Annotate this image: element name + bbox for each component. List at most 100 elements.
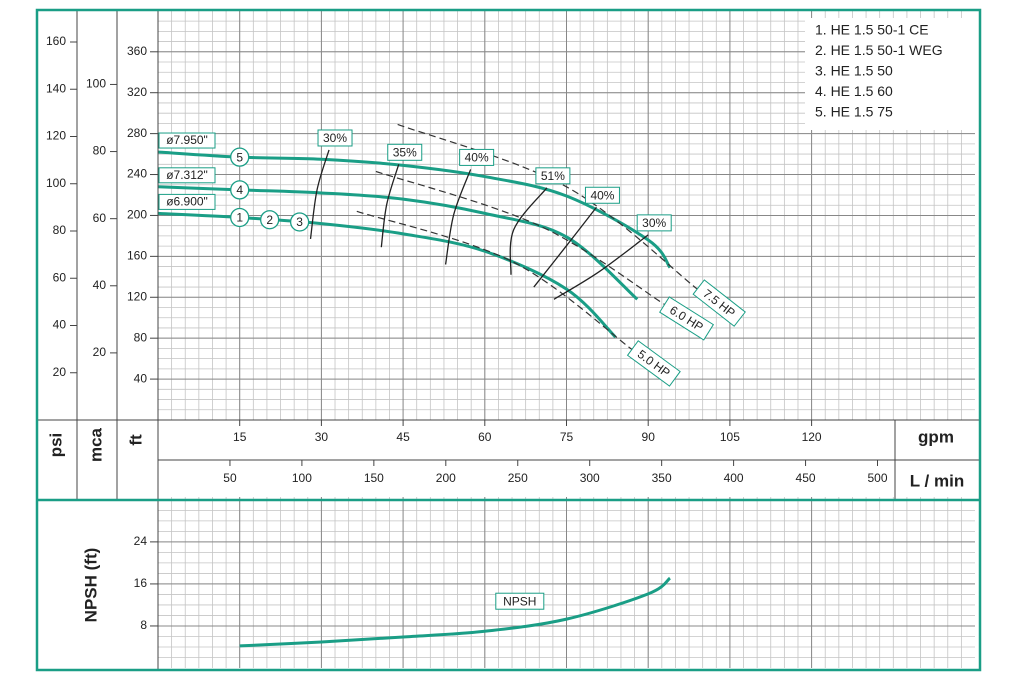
curve-marker — [230, 180, 250, 200]
curve-marker — [230, 207, 250, 228]
y-tick-label: 200 — [127, 208, 147, 222]
efficiency-label-box — [535, 167, 571, 185]
curve-label: NPSH — [503, 594, 536, 608]
axis-label: psi — [46, 433, 65, 458]
legend-item: 1. HE 1.5 50-1 CE — [815, 22, 929, 38]
y-tick-label: 320 — [127, 85, 147, 99]
x-tick-label: 300 — [580, 471, 600, 485]
curve-marker — [230, 147, 250, 167]
efficiency-label: 40% — [465, 151, 489, 165]
axis-label: L / min — [910, 471, 964, 490]
curve-marker-label: 1 — [236, 211, 243, 225]
x-tick-label: 60 — [478, 430, 492, 444]
power-label-box — [626, 340, 681, 387]
efficiency-curve — [444, 169, 472, 265]
y-tick-label: 120 — [127, 289, 147, 303]
efficiency-curve — [309, 149, 330, 240]
x-tick-label: 150 — [364, 471, 384, 485]
y-tick-label: 160 — [46, 34, 66, 48]
curve-marker-label: 2 — [266, 213, 273, 227]
legend-item: 2. HE 1.5 50-1 WEG — [815, 42, 943, 58]
power-line — [375, 170, 665, 305]
x-tick-label: 200 — [436, 471, 456, 485]
y-tick-label: 360 — [127, 44, 147, 58]
y-tick-label: 100 — [86, 77, 106, 91]
curve-label: ø7.312" — [166, 168, 208, 182]
power-line — [397, 123, 698, 290]
curve-label: ø6.900" — [166, 195, 208, 209]
efficiency-curve — [533, 206, 597, 288]
x-tick-label: 500 — [867, 471, 887, 485]
legend-item: 5. HE 1.5 75 — [815, 104, 893, 120]
y-tick-label: 280 — [127, 126, 147, 140]
curve — [239, 576, 671, 648]
curve-label-box — [495, 592, 545, 610]
efficiency-label: 51% — [541, 169, 565, 183]
y-tick-label: 80 — [134, 330, 148, 344]
efficiency-curve — [509, 187, 548, 275]
efficiency-label-box — [317, 129, 353, 147]
power-label-box — [659, 296, 715, 341]
x-tick-label: 450 — [796, 471, 816, 485]
power-label-box — [692, 279, 746, 327]
x-tick-label: 120 — [802, 430, 822, 444]
axis-label: mca — [86, 427, 105, 462]
axis-label: ft — [126, 434, 145, 446]
curve-marker-label: 5 — [236, 150, 243, 164]
y-tick-label: 160 — [127, 249, 147, 263]
y-tick-label: 40 — [53, 318, 67, 332]
efficiency-label: 30% — [642, 216, 666, 230]
y-tick-label: 240 — [127, 167, 147, 181]
efficiency-label: 40% — [590, 188, 614, 202]
efficiency-label: 35% — [393, 145, 417, 159]
y-tick-label: 60 — [93, 211, 107, 225]
axis-label: gpm — [918, 427, 954, 446]
y-tick-label: 80 — [53, 223, 67, 237]
x-tick-label: 400 — [724, 471, 744, 485]
y-tick-label: 40 — [134, 371, 148, 385]
y-tick-label: 80 — [93, 144, 107, 158]
x-tick-label: 90 — [642, 430, 656, 444]
legend-item: 4. HE 1.5 60 — [815, 83, 893, 99]
efficiency-label-box — [387, 143, 423, 161]
curve-marker-label: 4 — [236, 183, 243, 197]
legend-item: 3. HE 1.5 50 — [815, 63, 893, 79]
y-tick-label: 20 — [53, 365, 67, 379]
x-tick-label: 50 — [223, 471, 237, 485]
power-line — [356, 210, 633, 350]
y-tick-label: 100 — [46, 176, 66, 190]
y-tick-label: 16 — [134, 576, 148, 590]
x-tick-label: 105 — [720, 430, 740, 444]
x-tick-label: 75 — [560, 430, 574, 444]
curve-marker-label: 3 — [296, 215, 303, 229]
y-tick-label: 120 — [46, 129, 66, 143]
curve-label-box — [158, 167, 216, 184]
curve-label-box — [158, 193, 216, 210]
legend-box — [805, 18, 975, 130]
y-tick-label: 24 — [134, 534, 148, 548]
x-tick-label: 250 — [508, 471, 528, 485]
x-tick-label: 30 — [315, 430, 329, 444]
axis-label: NPSH (ft) — [81, 548, 100, 623]
x-tick-label: 15 — [233, 430, 247, 444]
x-tick-label: 100 — [292, 471, 312, 485]
curve-marker — [289, 212, 310, 232]
y-tick-label: 8 — [140, 618, 147, 632]
curve-marker — [260, 210, 280, 230]
curve-label: ø7.950" — [166, 133, 208, 147]
y-tick-label: 140 — [46, 81, 66, 95]
frame — [35, 8, 982, 672]
efficiency-label-box — [584, 186, 620, 204]
efficiency-label: 30% — [323, 131, 347, 145]
y-tick-label: 40 — [93, 278, 107, 292]
efficiency-label-box — [636, 214, 672, 232]
y-tick-label: 60 — [53, 270, 67, 284]
curve-label-box — [158, 132, 216, 149]
y-tick-label: 20 — [93, 345, 107, 359]
efficiency-label-box — [459, 148, 495, 166]
x-tick-label: 350 — [652, 471, 672, 485]
efficiency-curve — [553, 234, 649, 300]
x-tick-label: 45 — [396, 430, 410, 444]
efficiency-curve — [380, 164, 400, 248]
